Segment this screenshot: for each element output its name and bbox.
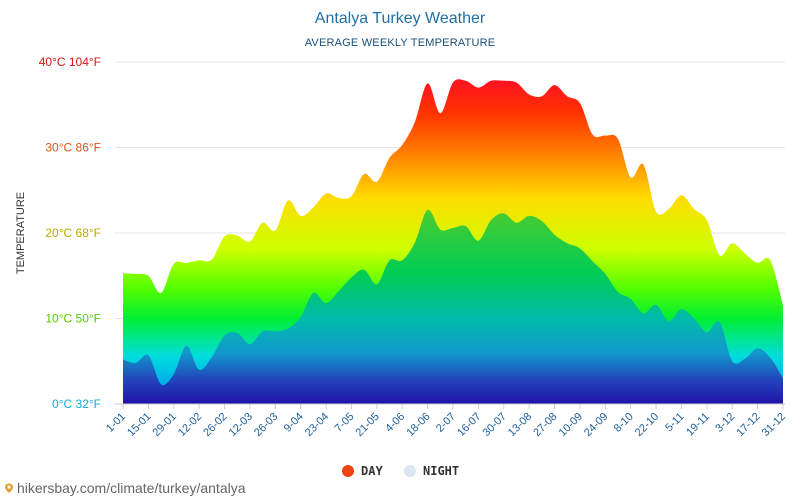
x-tick-label: 5-11 (663, 411, 686, 434)
y-axis-ticks: 40°C 104°F 30°C 86°F 20°C 68°F 10°C 50°F 0°C… (39, 55, 101, 411)
chart-title: Antalya Turkey Weather (315, 10, 486, 27)
source-link[interactable]: hikersbay.com/climate/turkey/antalya (17, 480, 246, 496)
x-tick-label: 12-03 (227, 411, 255, 439)
x-tick-label: 27-08 (531, 411, 559, 439)
chart-subtitle: AVERAGE WEEKLY TEMPERATURE (305, 37, 496, 49)
y-tick-label: 30°C 86°F (45, 141, 101, 155)
legend-night-marker (404, 465, 416, 477)
legend-night-label: NIGHT (423, 464, 459, 478)
series-area-night (123, 209, 783, 404)
x-tick-label: 31-12 (760, 411, 788, 439)
y-tick-label: 40°C 104°F (39, 55, 101, 69)
x-tick-label: 26-02 (201, 411, 229, 439)
x-tick-label: 13-08 (506, 411, 534, 439)
x-tick-label: 30-07 (481, 411, 509, 439)
x-tick-label: 29-01 (151, 411, 179, 439)
x-tick-label: 24-09 (582, 411, 610, 439)
location-pin-icon (5, 483, 13, 493)
x-tick-label: 23-04 (303, 411, 331, 439)
x-tick-label: 19-11 (684, 411, 712, 439)
legend: DAY NIGHT (342, 464, 459, 478)
legend-item-day[interactable]: DAY (342, 464, 383, 478)
x-tick-label: 26-03 (252, 411, 280, 439)
y-tick-label: 10°C 50°F (45, 312, 101, 326)
x-tick-label: 22-10 (633, 411, 661, 439)
legend-day-marker (342, 465, 354, 477)
legend-day-label: DAY (361, 464, 383, 478)
x-tick-label: 17-12 (734, 411, 762, 439)
x-tick-label: 10-09 (557, 411, 585, 439)
x-tick-label: 15-01 (125, 411, 153, 439)
source-credit[interactable]: hikersbay.com/climate/turkey/antalya (4, 480, 246, 496)
y-tick-label: 20°C 68°F (45, 226, 101, 240)
y-tick-label: 0°C 32°F (52, 397, 101, 411)
x-tick-label: 21-05 (354, 411, 382, 439)
legend-item-night[interactable]: NIGHT (404, 464, 459, 478)
series-areas (123, 79, 783, 404)
x-tick-label: 12-02 (176, 411, 204, 439)
y-axis-label: TEMPERATURE (15, 192, 27, 274)
x-tick-label: 18-06 (404, 411, 432, 439)
x-tick-label: 16-07 (455, 411, 483, 439)
